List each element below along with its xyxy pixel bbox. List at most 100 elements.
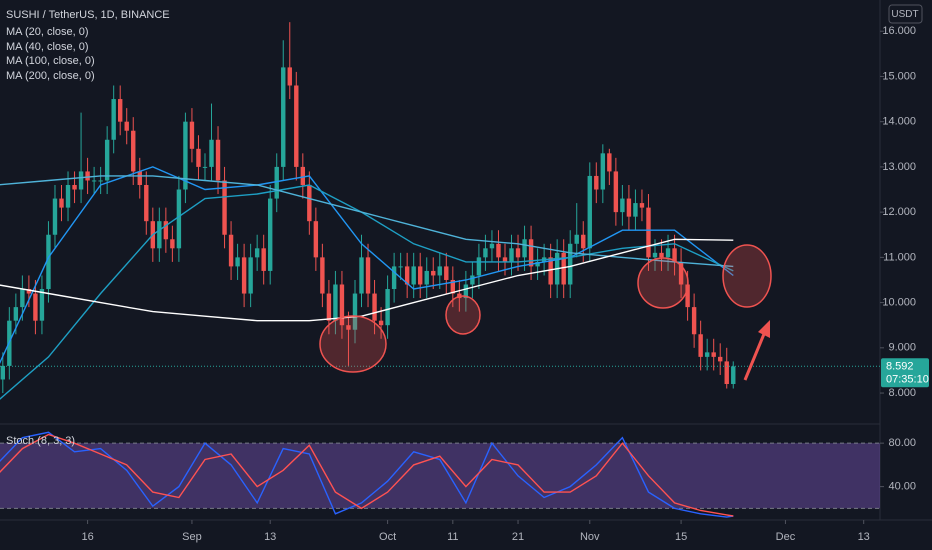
- candle-body: [33, 293, 38, 321]
- candle-body: [691, 307, 697, 335]
- candle-body: [463, 284, 469, 299]
- candle-body: [98, 180, 103, 182]
- y-tick-label: 40.00: [888, 481, 916, 493]
- candle-body: [46, 234, 51, 290]
- candle-body: [261, 248, 266, 271]
- candle-body: [300, 166, 306, 185]
- x-tick-label: Oct: [379, 531, 396, 543]
- arrow-head: [758, 320, 770, 338]
- candle-body: [698, 334, 703, 357]
- candle-body: [235, 257, 240, 267]
- candle-body: [496, 243, 501, 258]
- candle-body: [287, 67, 292, 86]
- x-tick-label: Nov: [580, 531, 600, 543]
- candle-body: [646, 207, 651, 258]
- x-tick-label: Dec: [776, 531, 796, 543]
- candle-body: [391, 266, 397, 290]
- y-tick-label: 12.000: [882, 206, 916, 218]
- candle-body: [339, 284, 345, 326]
- legend-entry: MA (200, close, 0): [6, 70, 95, 82]
- candle-body: [26, 289, 32, 294]
- y-tick-label: 14.000: [882, 116, 916, 128]
- line-series: [0, 175, 734, 268]
- candle-body: [131, 130, 136, 172]
- candle-body: [724, 361, 729, 385]
- x-tick-label: 15: [675, 531, 687, 543]
- candle-body: [313, 221, 319, 258]
- last-price-box: [881, 358, 929, 388]
- candle-body: [652, 252, 658, 258]
- candle-body: [365, 257, 371, 294]
- candle-body: [65, 184, 71, 208]
- y-tick-label: 80.00: [888, 437, 916, 449]
- x-tick-label: 13: [858, 531, 870, 543]
- candle-body: [678, 261, 684, 285]
- candle-body: [685, 284, 690, 308]
- candle-body: [281, 67, 286, 167]
- candle-body: [385, 289, 390, 326]
- candle-body: [483, 248, 488, 258]
- candle-body: [704, 352, 710, 357]
- candle-body: [78, 171, 84, 190]
- candle-body: [0, 365, 6, 380]
- candle-body: [600, 153, 606, 190]
- line-series: [0, 433, 734, 517]
- indicator-title: Stoch (8, 3, 3): [6, 435, 75, 447]
- last-price-label: 8.592: [886, 361, 914, 373]
- candle-body: [346, 325, 351, 330]
- candle-body: [274, 166, 279, 199]
- candle-body: [626, 198, 632, 217]
- candle-body: [39, 289, 45, 321]
- legend-entry: MA (100, close, 0): [6, 55, 95, 67]
- y-tick-label: 8.000: [888, 387, 916, 399]
- countdown-label: 07:35:10: [886, 374, 929, 386]
- currency-box: [888, 4, 923, 24]
- candle-body: [470, 275, 475, 285]
- candle-body: [489, 243, 495, 249]
- legend-entry: MA (40, close, 0): [6, 41, 89, 53]
- candle-body: [111, 99, 116, 140]
- candle-body: [574, 234, 579, 244]
- candle-body: [561, 252, 566, 285]
- candle-body: [59, 198, 64, 208]
- candle-body: [352, 293, 358, 330]
- candle-body: [639, 203, 645, 208]
- candle-body: [52, 198, 58, 235]
- candle-body: [254, 248, 260, 258]
- candle-body: [378, 320, 384, 326]
- plot: [0, 22, 880, 518]
- y-tick-label: 15.000: [882, 70, 916, 82]
- candle-body: [157, 221, 162, 249]
- candle-body: [522, 239, 527, 258]
- chart-title: SUSHI / TetherUS, 1D, BINANCE: [6, 9, 170, 21]
- candle-body: [20, 289, 25, 308]
- arrow-shaft: [743, 333, 766, 381]
- candle-body: [228, 234, 234, 267]
- candle-body: [528, 239, 534, 267]
- candle-body: [444, 266, 449, 280]
- candle-body: [581, 234, 586, 249]
- candle-body: [476, 257, 482, 276]
- candle-body: [307, 184, 312, 222]
- candle-body: [13, 307, 19, 321]
- y-tick-label: 13.000: [882, 161, 916, 173]
- candle-body: [568, 243, 573, 285]
- highlight-ellipse: [319, 315, 387, 373]
- candle-body: [633, 203, 638, 217]
- candle-body: [163, 221, 169, 240]
- candle-body: [424, 270, 429, 285]
- candle-body: [502, 257, 508, 262]
- candle-body: [450, 279, 456, 294]
- candle-body: [196, 148, 201, 167]
- x-tick-label: 21: [512, 531, 524, 543]
- candle-body: [711, 352, 716, 357]
- candle-body: [359, 257, 364, 294]
- candle-body: [189, 121, 195, 149]
- candle-body: [144, 184, 149, 222]
- candle-body: [85, 171, 90, 181]
- candle-body: [183, 121, 188, 190]
- candle-body: [515, 248, 521, 258]
- candle-body: [320, 257, 325, 294]
- candle-body: [294, 85, 299, 167]
